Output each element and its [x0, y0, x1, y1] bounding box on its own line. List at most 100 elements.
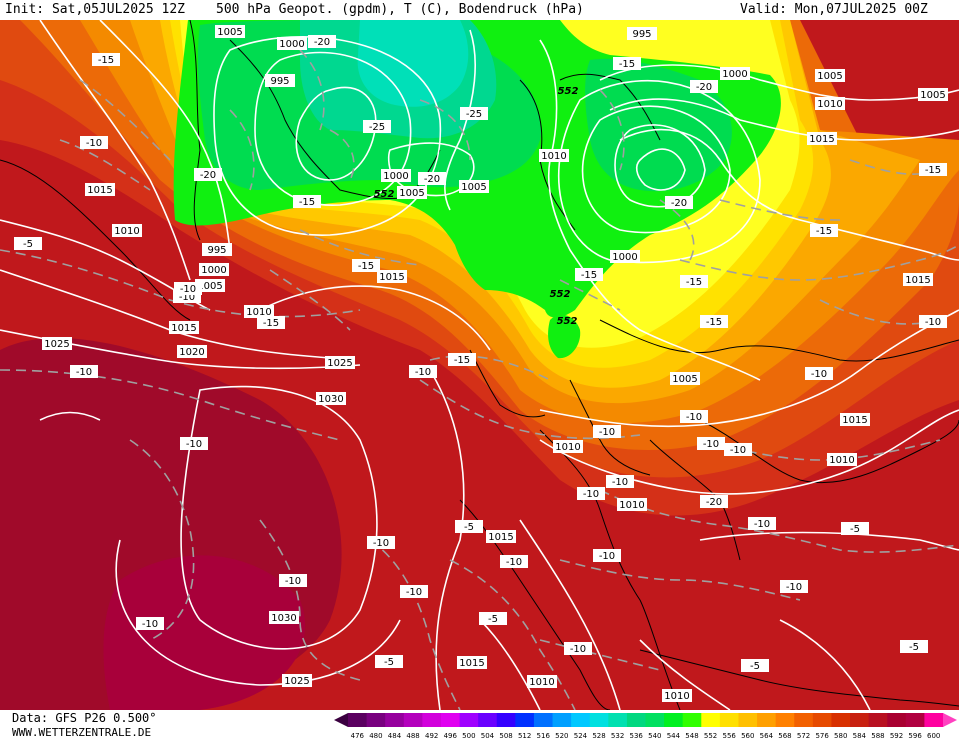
temperature-label: -10	[748, 517, 776, 530]
legend-tick-label: 572	[797, 732, 810, 740]
temperature-label: -25	[363, 120, 391, 133]
svg-text:1010: 1010	[529, 677, 554, 688]
legend-tick-label: 520	[555, 732, 568, 740]
svg-text:1000: 1000	[612, 252, 637, 263]
init-time: Init: Sat,05JUL2025 12Z	[5, 2, 186, 17]
temperature-labels: -20 -15 -10 -15 -25 -25 -20 -20 -15 -15 …	[14, 35, 947, 672]
legend-tick-label: 480	[369, 732, 382, 740]
temperature-label: -5	[455, 520, 483, 533]
temperature-label: -15	[293, 195, 321, 208]
svg-text:-10: -10	[599, 551, 615, 562]
legend-color-box	[459, 713, 479, 727]
svg-text:-10: -10	[612, 477, 628, 488]
legend-tick-label: 592	[890, 732, 903, 740]
svg-text:1005: 1005	[672, 374, 697, 385]
chart-title: 500 hPa Geopot. (gpdm), T (C), Bodendruc…	[216, 2, 584, 17]
svg-text:-10: -10	[506, 557, 522, 568]
svg-text:1010: 1010	[829, 455, 854, 466]
temperature-label: -10	[174, 282, 202, 295]
legend-tick-label: 476	[351, 732, 365, 740]
isobar-label: 1010	[617, 498, 647, 511]
svg-text:1025: 1025	[327, 358, 352, 369]
legend-tick-label: 540	[648, 732, 661, 740]
temperature-label: -10	[680, 410, 708, 423]
isobar-label: 1005	[459, 180, 489, 193]
isobar-label: 1015	[807, 132, 837, 145]
temperature-label: -10	[500, 555, 528, 568]
svg-text:1005: 1005	[217, 27, 242, 38]
svg-text:-15: -15	[581, 270, 597, 281]
temperature-label: -10	[593, 549, 621, 562]
legend-color-box	[664, 713, 684, 727]
svg-text:1010: 1010	[619, 500, 644, 511]
legend-color-box	[496, 713, 516, 727]
isobar-label: 1030	[316, 392, 346, 405]
svg-text:1005: 1005	[461, 182, 486, 193]
valid-time: Valid: Mon,07JUL2025 00Z	[740, 2, 928, 17]
isobar-label: 995	[627, 27, 657, 40]
svg-text:1020: 1020	[179, 347, 204, 358]
svg-text:1015: 1015	[87, 185, 112, 196]
shade-540	[357, 20, 469, 107]
temperature-label: -10	[180, 437, 208, 450]
legend-tick-label: 492	[425, 732, 438, 740]
legend-color-box	[385, 713, 405, 727]
svg-text:-10: -10	[186, 439, 202, 450]
legend-color-box	[533, 713, 554, 727]
isobar-label: 1010	[662, 689, 692, 702]
legend-tick-label: 516	[537, 732, 551, 740]
svg-text:1005: 1005	[399, 188, 424, 199]
svg-text:-15: -15	[706, 317, 722, 328]
svg-text:-10: -10	[76, 367, 92, 378]
temperature-label: -15	[613, 57, 641, 70]
legend-color-box	[552, 713, 572, 727]
svg-text:-10: -10	[86, 138, 102, 149]
legend-tick-label: 576	[815, 732, 829, 740]
isobar-label: 1010	[244, 305, 274, 318]
temperature-label: -15	[257, 316, 285, 329]
legend-color-box	[589, 713, 609, 727]
legend-color-box	[645, 713, 665, 727]
svg-text:-25: -25	[369, 122, 385, 133]
svg-text:-5: -5	[850, 524, 860, 535]
legend-tick-label: 528	[592, 732, 605, 740]
isobar-label: 1025	[282, 674, 312, 687]
svg-text:-10: -10	[179, 292, 195, 303]
legend-tick-label: 556	[722, 732, 736, 740]
legend-color-box	[850, 713, 870, 727]
temperature-label: -10	[697, 437, 725, 450]
website-credit: WWW.WETTERZENTRALE.DE	[12, 726, 152, 739]
temperature-label: -5	[479, 612, 507, 625]
isobar-label: 1000	[381, 169, 411, 182]
svg-text:-20: -20	[200, 170, 216, 181]
legend-color-box	[887, 713, 907, 727]
svg-text:1005: 1005	[197, 281, 222, 292]
svg-text:1000: 1000	[383, 171, 408, 182]
temperature-label: -10	[606, 475, 634, 488]
svg-text:-15: -15	[925, 165, 941, 176]
temperature-label: -20	[418, 172, 446, 185]
temperature-label: -20	[690, 80, 718, 93]
svg-text:1010: 1010	[817, 99, 842, 110]
svg-text:-10: -10	[180, 284, 196, 295]
legend-tick-label: 532	[611, 732, 624, 740]
legend-color-box	[924, 713, 944, 727]
temperature-label: -15	[680, 275, 708, 288]
temperature-label: -10	[279, 574, 307, 587]
isobar-label: 1015	[903, 273, 933, 286]
temperature-label: -20	[700, 495, 728, 508]
legend-tick-label: 564	[760, 732, 774, 740]
legend-tick-label: 544	[667, 732, 681, 740]
temperature-label: -10	[919, 315, 947, 328]
legend-color-box	[626, 713, 646, 727]
svg-text:1025: 1025	[284, 676, 309, 687]
svg-text:-10: -10	[786, 582, 802, 593]
legend-color-box	[608, 713, 628, 727]
weather-map: 1005 1000 995 1005 1000 1015 1010 995 10…	[0, 20, 959, 710]
isobar-label: 1000	[277, 37, 307, 50]
temperature-label: -10	[564, 642, 592, 655]
temperature-label: -10	[367, 536, 395, 549]
isobar-label: 1005	[918, 88, 948, 101]
svg-text:-15: -15	[98, 55, 114, 66]
svg-text:1010: 1010	[555, 442, 580, 453]
